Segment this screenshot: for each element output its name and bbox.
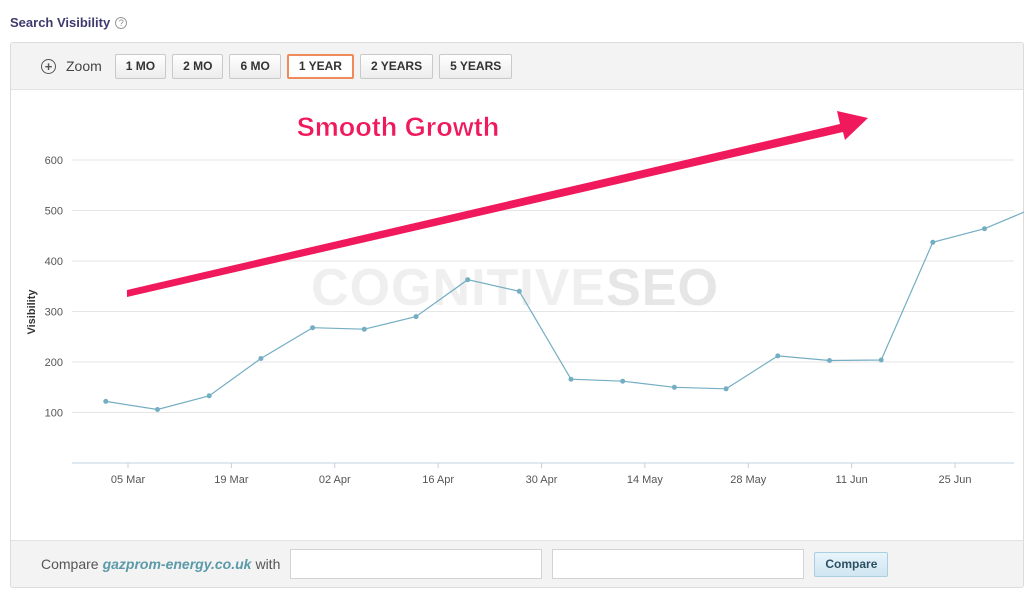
compare-domain: gazprom-energy.co.uk	[102, 556, 252, 572]
help-icon[interactable]: ?	[115, 16, 128, 29]
data-point	[516, 288, 522, 294]
data-point	[258, 356, 264, 361]
data-point	[413, 314, 419, 320]
annotation-text: Smooth Growth	[297, 112, 499, 142]
x-tick-label: 25 Jun	[938, 474, 971, 486]
x-tick-label: 28 May	[730, 474, 767, 486]
zoom-2years-button[interactable]: 2 YEARS	[359, 53, 434, 79]
compare-prefix: Compare	[41, 556, 99, 572]
watermark-part2: SEO	[606, 259, 719, 317]
y-tick-label: 300	[45, 307, 63, 319]
data-point	[206, 393, 212, 399]
data-point	[930, 239, 936, 245]
data-point	[155, 407, 160, 412]
zoom-2mo-button[interactable]: 2 MO	[172, 53, 224, 79]
section-title-text: Search Visibility	[10, 15, 111, 30]
compare-suffix: with	[255, 556, 281, 572]
x-tick-label: 16 Apr	[422, 474, 454, 486]
y-tick-label: 200	[45, 357, 63, 369]
y-tick-label: 400	[45, 256, 63, 268]
y-tick-label: 600	[45, 155, 63, 167]
x-tick-label: 14 May	[627, 474, 664, 486]
compare-input-1[interactable]	[290, 549, 543, 579]
series-points	[103, 226, 987, 412]
x-tick-label: 30 Apr	[526, 474, 558, 486]
zoom-toolbar: + Zoom 1 MO 2 MO 6 MO 1 YEAR 2 YEARS 5 Y…	[11, 43, 1023, 90]
compare-input-2[interactable]	[552, 549, 805, 579]
y-axis-label: Visibility	[26, 289, 38, 335]
y-tick-label: 500	[45, 206, 63, 218]
series-line	[105, 211, 1024, 411]
data-point	[723, 386, 729, 392]
x-tick-label: 19 Mar	[214, 474, 249, 486]
data-point	[310, 325, 316, 331]
data-point	[827, 358, 832, 363]
x-tick-label: 02 Apr	[319, 474, 351, 486]
zoom-1mo-button[interactable]: 1 MO	[114, 53, 167, 79]
compare-bar: Compare gazprom-energy.co.uk with Compar…	[11, 540, 1023, 587]
data-point	[620, 378, 626, 384]
watermark-part1: COGNITIVE	[311, 259, 606, 317]
x-tick-label: 11 Jun	[836, 474, 868, 486]
watermark: COGNITIVESEO	[311, 259, 719, 317]
zoom-in-icon: +	[41, 58, 56, 74]
chart-grid	[72, 159, 1014, 464]
x-tick-label: 05 Mar	[111, 474, 146, 486]
data-point	[671, 384, 677, 390]
data-point	[465, 277, 471, 283]
growth-arrow-shape	[127, 111, 868, 297]
zoom-6mo-button[interactable]: 6 MO	[229, 53, 281, 79]
data-point	[361, 326, 367, 332]
y-ticks: 100 200 300 400 500 600	[45, 155, 63, 420]
y-tick-label: 100	[45, 408, 63, 420]
zoom-5years-button[interactable]: 5 YEARS	[439, 53, 513, 79]
growth-arrow	[127, 111, 868, 297]
zoom-label: Zoom	[66, 58, 102, 74]
x-ticks: 05 Mar 19 Mar 02 Apr 16 Apr 30 Apr 14 May 28 M…	[111, 463, 972, 486]
compare-button[interactable]: Compare	[814, 551, 889, 577]
data-point	[982, 226, 987, 232]
data-point	[568, 376, 574, 382]
zoom-1year-button[interactable]: 1 YEAR	[286, 53, 354, 79]
data-point	[878, 357, 884, 363]
visibility-panel: + Zoom 1 MO 2 MO 6 MO 1 YEAR 2 YEARS 5 Y…	[10, 42, 1024, 588]
data-point	[775, 353, 781, 359]
data-point	[103, 398, 109, 404]
section-title: Search Visibility ?	[10, 15, 128, 30]
